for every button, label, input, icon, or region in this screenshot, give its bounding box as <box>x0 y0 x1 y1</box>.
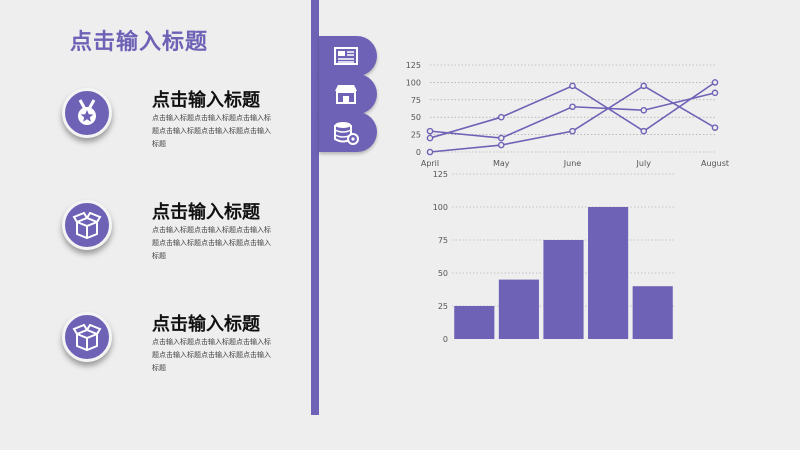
store-icon <box>335 85 357 104</box>
data-point <box>569 127 576 135</box>
feature-icon-circle <box>62 200 112 250</box>
data-point <box>640 127 648 135</box>
y-tick-label: 125 <box>406 61 421 70</box>
feature-title: 点击输入标题 <box>152 314 260 335</box>
y-tick-label: 50 <box>438 269 448 278</box>
bar <box>454 306 495 339</box>
tab-database[interactable] <box>319 112 377 152</box>
y-tick-label: 50 <box>411 113 421 122</box>
feature-description: 点击输入标题点击输入标题点击输入标题点击输入标题点击输入标题点击输入标题 <box>152 226 271 260</box>
feature-item-2: 点击输入标题 点击输入标题点击输入标题点击输入标题点击输入标题点击输入标题点击输… <box>62 198 312 278</box>
data-point <box>497 134 505 142</box>
data-point <box>497 113 505 121</box>
y-tick-label: 75 <box>438 236 448 245</box>
x-tick-label: June <box>563 159 582 168</box>
feature-item-1: 点击输入标题 点击输入标题点击输入标题点击输入标题点击输入标题点击输入标题点击输… <box>62 86 312 166</box>
data-point <box>426 134 434 142</box>
y-tick-label: 0 <box>416 148 421 157</box>
data-point <box>711 79 719 86</box>
bar <box>632 286 673 339</box>
open-box-icon <box>72 323 102 352</box>
data-point <box>497 141 505 149</box>
x-tick-label: May <box>493 159 510 168</box>
bar <box>543 240 584 339</box>
x-tick-label: April <box>421 159 439 168</box>
y-tick-label: 75 <box>411 96 421 105</box>
y-tick-label: 25 <box>411 131 421 140</box>
x-tick-label: August <box>701 159 729 168</box>
feature-description: 点击输入标题点击输入标题点击输入标题点击输入标题点击输入标题点击输入标题 <box>152 114 271 148</box>
database-gear-icon <box>334 122 359 145</box>
feature-description: 点击输入标题点击输入标题点击输入标题点击输入标题点击输入标题点击输入标题 <box>152 338 271 372</box>
open-box-icon <box>72 211 102 240</box>
feature-title: 点击输入标题 <box>152 202 260 223</box>
x-tick-label: July <box>636 159 652 168</box>
tab-newspaper[interactable] <box>319 36 377 76</box>
data-point <box>426 127 434 135</box>
feature-title: 点击输入标题 <box>152 90 260 111</box>
vertical-divider <box>311 0 319 415</box>
bar <box>498 279 539 339</box>
data-point <box>711 89 719 97</box>
feature-icon-circle <box>62 88 112 138</box>
data-point <box>426 148 434 156</box>
data-point <box>711 124 719 131</box>
data-point <box>569 82 576 90</box>
data-point <box>640 82 648 90</box>
feature-item-3: 点击输入标题 点击输入标题点击输入标题点击输入标题点击输入标题点击输入标题点击输… <box>62 310 312 390</box>
feature-icon-circle <box>62 312 112 362</box>
y-tick-label: 25 <box>438 302 448 311</box>
medal-icon <box>78 99 96 125</box>
newspaper-icon <box>334 47 358 65</box>
y-tick-label: 125 <box>433 170 448 179</box>
y-tick-label: 100 <box>406 78 421 87</box>
bar <box>588 207 629 339</box>
y-tick-label: 100 <box>433 203 448 212</box>
tab-store[interactable] <box>319 74 377 114</box>
page-title: 点击输入标题 <box>70 30 209 55</box>
data-point <box>569 103 576 111</box>
data-point <box>640 106 648 114</box>
y-tick-label: 0 <box>443 335 448 344</box>
